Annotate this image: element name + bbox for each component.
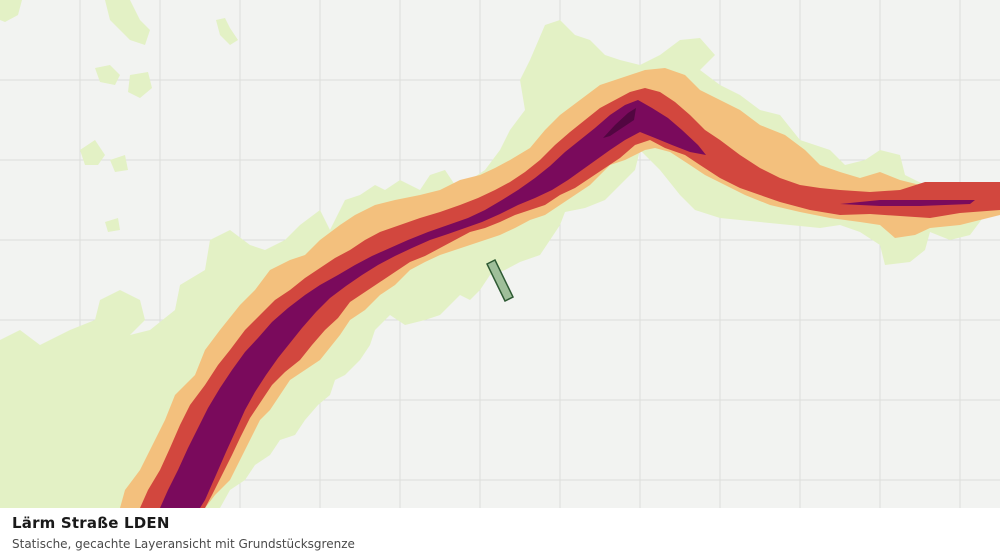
layer-title: Lärm Straße LDEN xyxy=(12,514,170,532)
parcel-boundary[interactable] xyxy=(486,258,514,303)
noise-map-canvas[interactable] xyxy=(0,0,1000,508)
layer-subtitle: Statische, gecachte Layeransicht mit Gru… xyxy=(12,537,355,551)
noise-zone-extreme xyxy=(603,108,636,138)
noise-zone-high xyxy=(140,88,1000,508)
noise-zone-low xyxy=(0,0,985,508)
noise-zone-very-high xyxy=(160,100,975,508)
map-view[interactable] xyxy=(0,0,1000,508)
layer-caption: Lärm Straße LDEN Statische, gecachte Lay… xyxy=(0,508,1000,560)
